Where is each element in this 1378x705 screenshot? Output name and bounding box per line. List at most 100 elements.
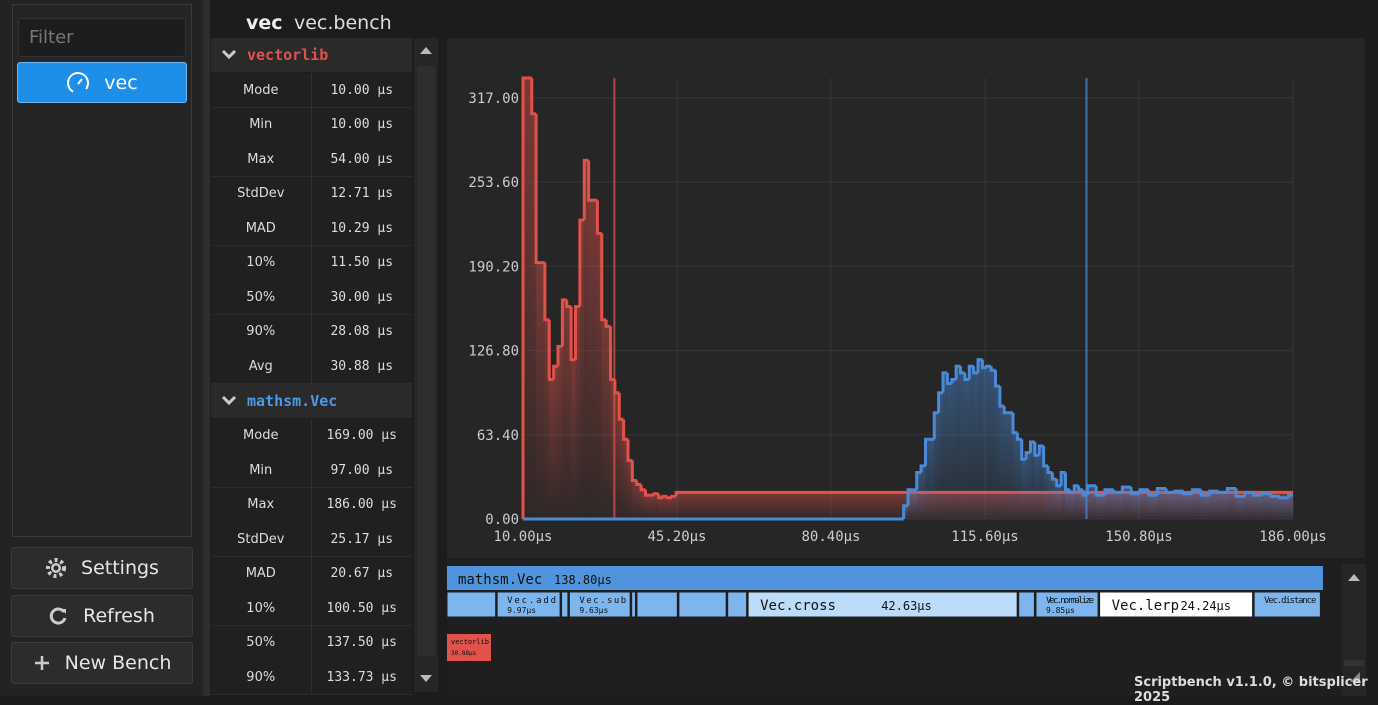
bin-area	[623, 439, 628, 519]
bin-step	[1072, 484, 1079, 493]
stat-label: Min	[211, 453, 312, 487]
stat-value: 97.00 µs	[330, 462, 394, 478]
stat-value: 186.00 µs	[326, 497, 397, 512]
stat-value: 169.00 µs	[326, 428, 397, 443]
bin-step	[665, 496, 672, 500]
flame-panel: mathsm.Vec 138.80µs Vec.add 9.97µs Vec.sub 9.…	[446, 560, 1365, 696]
stat-label: 50%	[211, 280, 312, 314]
stat-row: 50% 30.00 µs	[211, 280, 412, 315]
chart-panel: 0.00 63.40 126.80 190.20 253.60 317.00 10.00µs…	[447, 38, 1365, 558]
bin-area	[649, 495, 655, 519]
filter-input[interactable]: Filter	[18, 18, 186, 57]
bin-area	[925, 439, 930, 519]
stat-row: 90% 133.73 µs	[211, 660, 412, 695]
bin-area	[969, 366, 974, 519]
bin-step	[670, 494, 677, 498]
flame-child-name: Vec.lerp	[1112, 598, 1179, 614]
x-tick-label: 80.40µs	[801, 529, 860, 545]
flame-root	[447, 566, 1323, 590]
bin-area	[667, 497, 672, 519]
bin-step	[1243, 490, 1254, 497]
bin-area	[544, 319, 550, 519]
stat-label: 10%	[211, 245, 312, 280]
bin-area	[571, 359, 576, 519]
flame-child	[1018, 591, 1035, 618]
label: Settings	[81, 557, 159, 579]
flame-child-time: 9.97µs	[507, 606, 536, 615]
stat-value: 54.00 µs	[330, 151, 394, 167]
bin-area	[1030, 441, 1035, 519]
bin-step	[630, 460, 637, 482]
flame-other-time: 30.88µs	[451, 650, 477, 657]
stat-row: Max 186.00 µs	[211, 487, 412, 523]
bin-area	[558, 346, 563, 519]
bin-step	[543, 262, 550, 322]
bin-step	[1050, 472, 1057, 481]
bin-area	[903, 505, 908, 519]
bench-name: vec	[104, 71, 138, 94]
bin-area	[1069, 492, 1075, 519]
stat-value: 25.17 µs	[330, 531, 394, 547]
new-bench-button[interactable]: New Bench	[11, 642, 193, 684]
bin-area	[921, 465, 926, 519]
bin-step	[994, 370, 1000, 388]
bin-step	[976, 358, 983, 373]
flame-child-name: Vec.add	[507, 596, 556, 606]
bin-area	[540, 262, 545, 519]
bin-area	[1017, 439, 1022, 519]
bin-step	[972, 366, 978, 375]
bin-step	[604, 319, 611, 328]
plus-icon	[34, 656, 49, 670]
y-tick-label: 0.00	[485, 512, 519, 528]
refresh-button[interactable]: Refresh	[11, 595, 193, 637]
bin-step	[582, 158, 589, 221]
bin-area	[1061, 472, 1066, 519]
stat-label: 90%	[211, 314, 312, 349]
bin-area	[641, 489, 646, 519]
group-header[interactable]: mathsm.Vec	[211, 383, 412, 418]
bin-area	[575, 306, 580, 519]
bin-area	[1227, 488, 1237, 519]
bin-area	[943, 372, 948, 519]
bin-area	[1279, 497, 1289, 519]
bin-area	[1104, 489, 1114, 519]
bench-item[interactable]: vec	[17, 62, 187, 103]
flame-child	[747, 591, 1018, 618]
bin-area	[1244, 492, 1254, 519]
stat-label: Mode	[211, 73, 312, 107]
bin-area	[908, 489, 913, 519]
scrollbar	[414, 38, 438, 692]
bin-area	[1192, 489, 1202, 519]
bin-area	[956, 366, 961, 519]
stat-value: 30.88 µs	[330, 358, 394, 374]
stat-label: MAD	[211, 211, 312, 245]
bin-step	[1077, 485, 1083, 492]
bin-step	[657, 493, 663, 500]
bin-area	[1131, 493, 1140, 519]
settings-button[interactable]: Settings	[11, 547, 193, 589]
bin-area	[999, 406, 1005, 519]
flame-name: mathsm.Vec	[458, 572, 542, 588]
y-tick-label: 253.60	[468, 175, 519, 191]
flame-other-name: vectorlib	[451, 638, 489, 646]
bin-area	[527, 78, 532, 519]
bin-area	[960, 372, 965, 519]
group-header[interactable]: vectorlib	[211, 38, 412, 72]
bin-step	[1068, 489, 1075, 494]
bin-area	[947, 383, 952, 519]
stat-value: 10.00 µs	[330, 117, 394, 132]
stat-value: 137.50 µs	[326, 635, 397, 650]
x-tick-label: 45.20µs	[647, 529, 706, 545]
x-tick-label: 150.80µs	[1105, 529, 1172, 545]
flame-child-name: Vec.sub	[579, 596, 626, 606]
bin-area	[1074, 485, 1079, 519]
bin-area	[1148, 495, 1158, 519]
flame-child	[636, 591, 678, 618]
bin-area	[1021, 459, 1027, 519]
bin-area	[1157, 488, 1167, 519]
bin-area	[619, 419, 624, 519]
bin-step	[652, 492, 659, 496]
bin-step	[613, 379, 620, 395]
bin-step	[574, 304, 580, 360]
flame-child	[561, 591, 569, 618]
